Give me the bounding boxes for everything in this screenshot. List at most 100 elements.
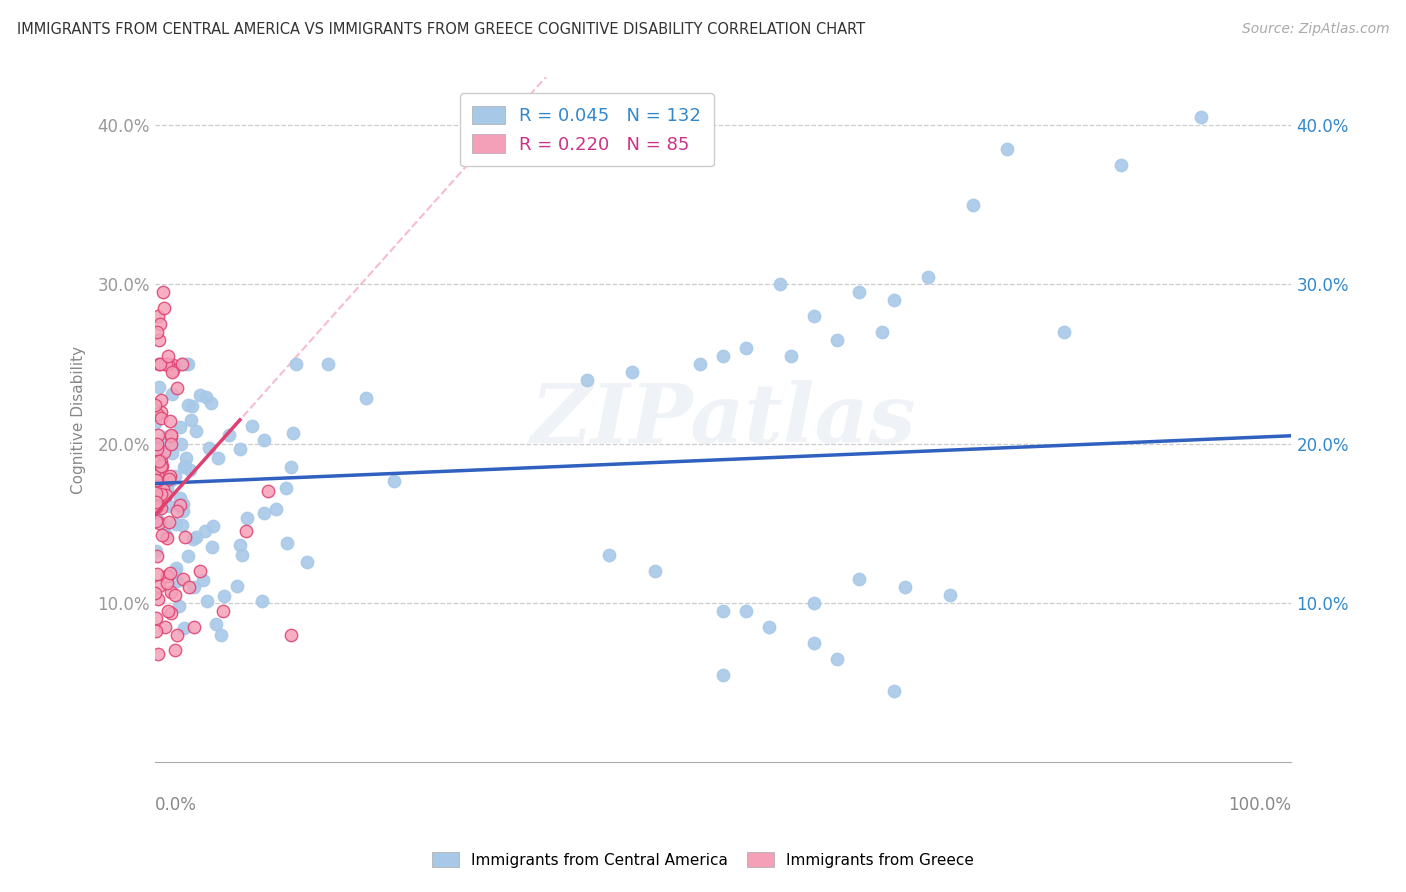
Point xyxy=(157,499,180,513)
Point xyxy=(152,285,174,300)
Point xyxy=(236,510,259,524)
Point xyxy=(172,517,194,532)
Point xyxy=(194,524,217,538)
Point xyxy=(153,357,176,371)
Point xyxy=(145,494,167,508)
Point xyxy=(155,487,177,501)
Point xyxy=(201,540,224,554)
Point xyxy=(153,445,176,459)
Point xyxy=(146,591,169,606)
Point xyxy=(1053,325,1076,339)
Point xyxy=(354,391,377,405)
Point xyxy=(156,568,179,582)
Point xyxy=(145,514,167,528)
Point xyxy=(150,487,173,501)
Point xyxy=(169,499,191,513)
Point xyxy=(165,561,187,575)
Point xyxy=(803,596,825,610)
Point xyxy=(156,575,179,590)
Point xyxy=(1189,110,1212,124)
Point xyxy=(917,269,939,284)
Point xyxy=(176,357,198,371)
Point xyxy=(195,593,218,607)
Point xyxy=(382,474,405,488)
Point xyxy=(160,606,183,620)
Point xyxy=(150,405,173,419)
Point xyxy=(149,392,172,407)
Point xyxy=(276,535,298,549)
Text: IMMIGRANTS FROM CENTRAL AMERICA VS IMMIGRANTS FROM GREECE COGNITIVE DISABILITY C: IMMIGRANTS FROM CENTRAL AMERICA VS IMMIG… xyxy=(17,22,865,37)
Text: 0.0%: 0.0% xyxy=(155,797,197,814)
Point xyxy=(170,357,193,371)
Point xyxy=(145,624,167,638)
Point xyxy=(183,580,205,594)
Text: Source: ZipAtlas.com: Source: ZipAtlas.com xyxy=(1241,22,1389,37)
Point xyxy=(157,349,180,363)
Point xyxy=(149,459,172,474)
Point xyxy=(145,611,167,625)
Point xyxy=(160,365,183,379)
Point xyxy=(146,436,169,450)
Point xyxy=(280,460,302,475)
Point xyxy=(186,424,208,438)
Point xyxy=(146,310,169,324)
Point xyxy=(207,451,229,466)
Point xyxy=(169,491,191,505)
Point xyxy=(281,426,304,441)
Point xyxy=(148,357,170,371)
Point xyxy=(883,293,905,308)
Point xyxy=(163,642,186,657)
Point xyxy=(229,442,252,457)
Point xyxy=(190,387,212,401)
Point xyxy=(152,475,174,489)
Point xyxy=(150,447,173,461)
Point xyxy=(149,318,172,332)
Point xyxy=(143,456,166,470)
Point xyxy=(157,436,180,450)
Point xyxy=(146,442,169,456)
Point xyxy=(780,349,803,363)
Point xyxy=(848,572,870,586)
Point xyxy=(183,620,205,634)
Point xyxy=(156,532,179,546)
Point xyxy=(173,621,195,635)
Point xyxy=(181,399,204,413)
Point xyxy=(148,453,170,467)
Point xyxy=(240,419,263,434)
Point xyxy=(177,398,200,412)
Point xyxy=(149,357,172,371)
Point xyxy=(188,564,211,578)
Point xyxy=(149,454,172,468)
Point xyxy=(202,519,225,533)
Point xyxy=(146,407,169,421)
Point xyxy=(167,599,190,614)
Point xyxy=(276,482,298,496)
Point xyxy=(848,285,870,300)
Point xyxy=(157,357,180,371)
Point xyxy=(257,484,280,499)
Point xyxy=(148,380,170,394)
Point xyxy=(150,528,173,542)
Point xyxy=(205,616,228,631)
Point xyxy=(153,517,176,532)
Point xyxy=(155,357,177,371)
Point xyxy=(145,462,167,476)
Point xyxy=(1109,158,1132,172)
Point xyxy=(598,548,620,562)
Point xyxy=(160,387,183,401)
Point xyxy=(803,636,825,650)
Point xyxy=(148,333,170,347)
Point xyxy=(174,458,197,473)
Point xyxy=(143,500,166,514)
Point xyxy=(193,574,215,588)
Point xyxy=(734,604,756,618)
Point xyxy=(316,357,339,371)
Point xyxy=(172,572,194,586)
Point xyxy=(157,472,180,486)
Point xyxy=(162,358,184,372)
Point xyxy=(160,446,183,460)
Point xyxy=(174,451,197,466)
Point xyxy=(266,502,288,516)
Point xyxy=(143,399,166,413)
Point xyxy=(711,604,734,618)
